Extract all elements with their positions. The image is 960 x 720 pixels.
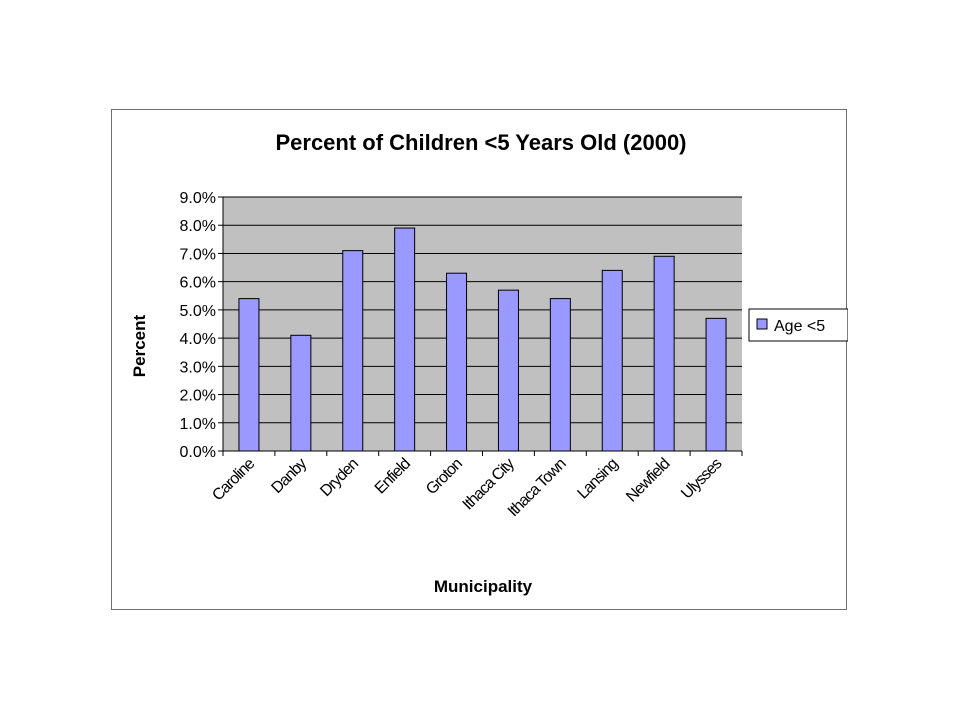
bar-ithaca-city bbox=[497, 289, 519, 452]
axes bbox=[222, 197, 743, 456]
bar-caroline bbox=[238, 298, 260, 452]
y-tick-label: 6.0% bbox=[180, 275, 216, 292]
y-tick-label: 8.0% bbox=[180, 218, 216, 235]
y-tick-label: 3.0% bbox=[180, 359, 216, 376]
x-tick-label: Enfield bbox=[372, 456, 414, 498]
y-tick-label: 5.0% bbox=[180, 303, 216, 320]
bar-ithaca-town bbox=[549, 298, 571, 452]
bar-groton bbox=[446, 272, 468, 452]
bars bbox=[238, 227, 727, 452]
x-tick-label: Ulysses bbox=[678, 455, 725, 502]
legend-swatch bbox=[756, 318, 768, 330]
x-tick-label: Groton bbox=[423, 456, 465, 498]
y-tick-label: 9.0% bbox=[180, 190, 216, 207]
bar-dryden bbox=[342, 250, 364, 452]
y-tick-label: 2.0% bbox=[180, 388, 216, 405]
bar-ulysses bbox=[705, 317, 727, 452]
x-axis-title: Municipality bbox=[434, 577, 533, 596]
x-tick-label: Newfield bbox=[623, 456, 673, 506]
bar-enfield bbox=[394, 227, 416, 452]
chart-container: Percent of Children <5 Years Old (2000) … bbox=[111, 109, 848, 610]
y-tick-label: 0.0% bbox=[180, 444, 216, 461]
bar-danby bbox=[290, 334, 312, 452]
bar-chart: Percent of Children <5 Years Old (2000) … bbox=[130, 130, 848, 596]
x-tick-label: Danby bbox=[268, 455, 310, 497]
bar-newfield bbox=[653, 255, 675, 452]
x-tick-label: Lansing bbox=[574, 456, 621, 503]
x-tick-label: Caroline bbox=[209, 455, 258, 504]
bar-lansing bbox=[601, 269, 623, 452]
y-tick-label: 7.0% bbox=[180, 246, 216, 263]
x-tick-label: Dryden bbox=[317, 456, 361, 500]
chart-title: Percent of Children <5 Years Old (2000) bbox=[275, 130, 686, 155]
y-tick-label: 4.0% bbox=[180, 331, 216, 348]
y-tick-label: 1.0% bbox=[180, 416, 216, 433]
y-axis-title: Percent bbox=[130, 314, 149, 377]
legend-label: Age <5 bbox=[774, 318, 825, 335]
legend: Age <5 bbox=[748, 308, 848, 342]
y-tick-labels: 0.0% 1.0% 2.0% 3.0% 4.0% 5.0% 6.0% 7.0% 8.0% 9.0% bbox=[180, 190, 223, 461]
